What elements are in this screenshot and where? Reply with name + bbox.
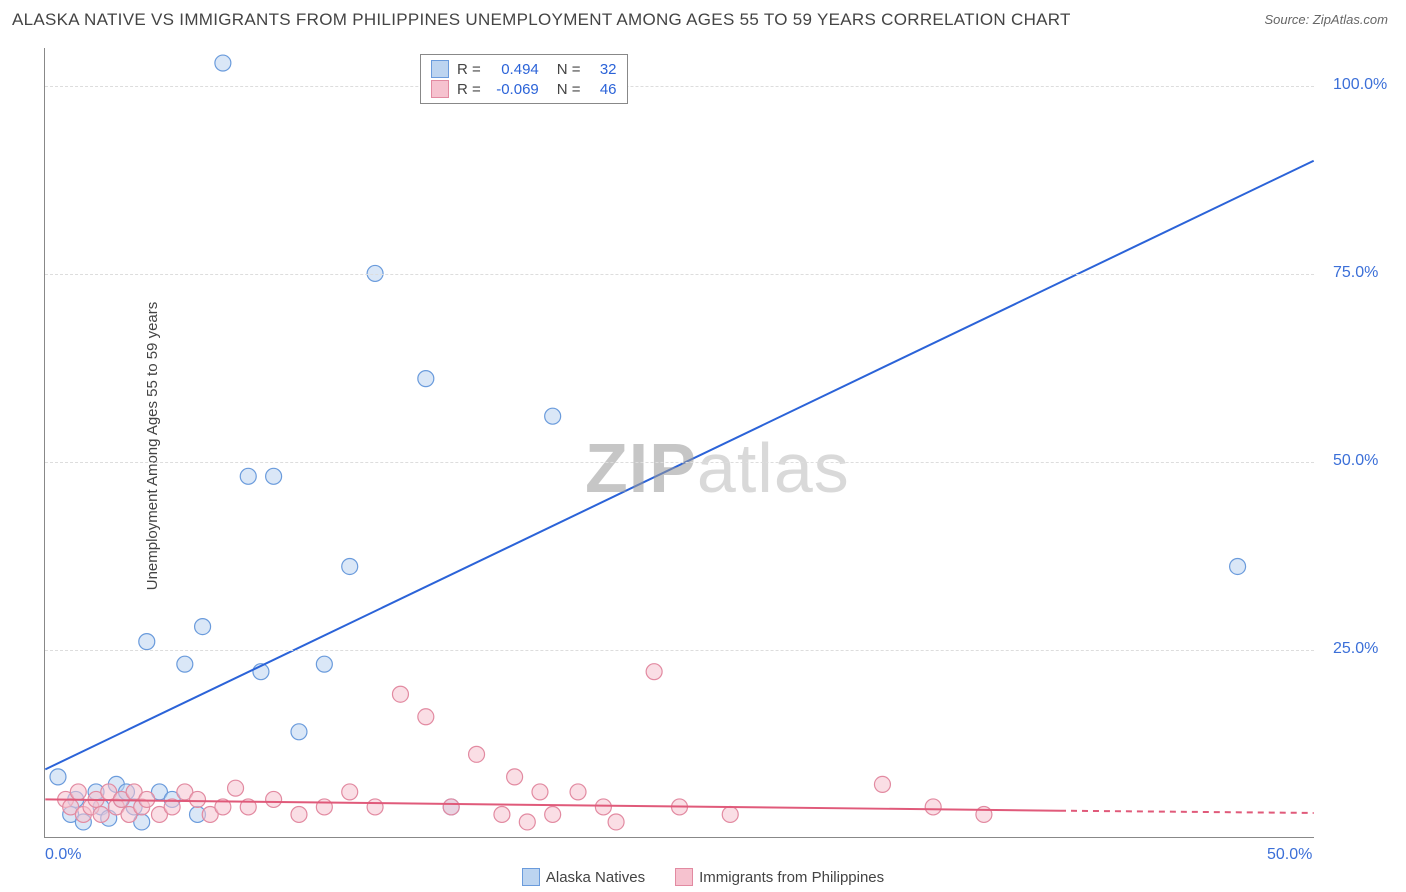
data-point bbox=[443, 799, 459, 815]
correlation-row: R =0.494N =32 bbox=[431, 59, 617, 79]
x-tick-label: 0.0% bbox=[45, 846, 81, 864]
regression-line-extended bbox=[1060, 811, 1314, 813]
legend-label: Immigrants from Philippines bbox=[699, 869, 884, 886]
data-point bbox=[608, 814, 624, 830]
gridline bbox=[45, 274, 1314, 275]
data-point bbox=[469, 746, 485, 762]
data-point bbox=[722, 806, 738, 822]
data-point bbox=[925, 799, 941, 815]
x-tick-label: 50.0% bbox=[1267, 846, 1312, 864]
data-point bbox=[50, 769, 66, 785]
data-point bbox=[545, 806, 561, 822]
legend-swatch bbox=[522, 868, 540, 886]
data-point bbox=[266, 468, 282, 484]
data-point bbox=[190, 791, 206, 807]
y-tick-label: 100.0% bbox=[1333, 76, 1387, 94]
data-point bbox=[595, 799, 611, 815]
data-point bbox=[1230, 558, 1246, 574]
data-point bbox=[342, 558, 358, 574]
legend-item: Immigrants from Philippines bbox=[675, 868, 884, 886]
data-point bbox=[507, 769, 523, 785]
plot-area: ZIPatlas 25.0%50.0%75.0%100.0%0.0%50.0% bbox=[44, 48, 1314, 838]
data-point bbox=[139, 634, 155, 650]
y-tick-label: 75.0% bbox=[1333, 264, 1378, 282]
data-point bbox=[342, 784, 358, 800]
data-point bbox=[646, 664, 662, 680]
y-tick-label: 25.0% bbox=[1333, 640, 1378, 658]
source-credit: Source: ZipAtlas.com bbox=[1264, 12, 1388, 27]
gridline bbox=[45, 86, 1314, 87]
legend-swatch bbox=[675, 868, 693, 886]
data-point bbox=[291, 724, 307, 740]
legend-label: Alaska Natives bbox=[546, 869, 645, 886]
data-point bbox=[545, 408, 561, 424]
data-point bbox=[177, 656, 193, 672]
legend-swatch bbox=[431, 80, 449, 98]
data-point bbox=[228, 780, 244, 796]
legend-item: Alaska Natives bbox=[522, 868, 645, 886]
data-point bbox=[215, 55, 231, 71]
correlation-row: R =-0.069N =46 bbox=[431, 79, 617, 99]
data-point bbox=[494, 806, 510, 822]
scatter-plot-svg bbox=[45, 48, 1314, 837]
data-point bbox=[367, 799, 383, 815]
data-point bbox=[70, 784, 86, 800]
gridline bbox=[45, 650, 1314, 651]
data-point bbox=[392, 686, 408, 702]
data-point bbox=[418, 371, 434, 387]
data-point bbox=[291, 806, 307, 822]
data-point bbox=[519, 814, 535, 830]
data-point bbox=[532, 784, 548, 800]
data-point bbox=[93, 806, 109, 822]
data-point bbox=[874, 776, 890, 792]
legend-swatch bbox=[431, 60, 449, 78]
chart-legend: Alaska Natives Immigrants from Philippine… bbox=[0, 868, 1406, 886]
data-point bbox=[139, 791, 155, 807]
data-point bbox=[266, 791, 282, 807]
data-point bbox=[240, 468, 256, 484]
gridline bbox=[45, 462, 1314, 463]
data-point bbox=[570, 784, 586, 800]
data-point bbox=[316, 656, 332, 672]
data-point bbox=[316, 799, 332, 815]
correlation-stats-box: R =0.494N =32R =-0.069N =46 bbox=[420, 54, 628, 104]
data-point bbox=[418, 709, 434, 725]
data-point bbox=[195, 619, 211, 635]
regression-line bbox=[45, 161, 1313, 770]
y-tick-label: 50.0% bbox=[1333, 452, 1378, 470]
chart-title: ALASKA NATIVE VS IMMIGRANTS FROM PHILIPP… bbox=[12, 10, 1071, 30]
chart-container: ALASKA NATIVE VS IMMIGRANTS FROM PHILIPP… bbox=[0, 0, 1406, 892]
